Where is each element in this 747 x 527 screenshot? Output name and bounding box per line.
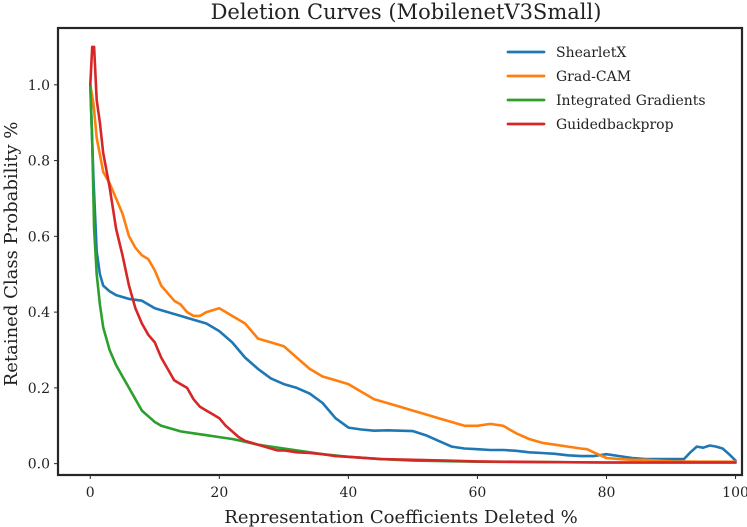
series-lines <box>89 45 737 464</box>
plot-frame <box>56 26 744 477</box>
y-tick-label: 0.2 <box>28 381 50 397</box>
x-tick-label: 100 <box>722 485 747 501</box>
series-line-grad-cam <box>89 83 737 464</box>
axes: 0 20 40 60 80 100 0.0 0.2 0.4 0.6 0.8 1.0 <box>28 26 747 501</box>
legend-label-grad-cam: Grad-CAM <box>556 69 631 85</box>
x-tick-label: 80 <box>598 485 616 501</box>
y-tick-label: 0.8 <box>28 154 50 170</box>
x-tick-label: 40 <box>339 485 357 501</box>
legend-label-shearletx: ShearletX <box>556 45 626 61</box>
y-tick-label: 0.0 <box>28 457 50 473</box>
chart-title: Deletion Curves (MobilenetV3Small) <box>211 0 602 24</box>
y-axis-label: Retained Class Probability % <box>1 122 22 387</box>
legend-label-integrated-gradients: Integrated Gradients <box>556 93 706 109</box>
x-tick-label: 0 <box>86 485 95 501</box>
x-tick-label: 60 <box>469 485 487 501</box>
x-axis-label: Representation Coefficients Deleted % <box>224 507 577 527</box>
y-tick-label: 1.0 <box>28 78 50 94</box>
x-tick-label: 20 <box>210 485 228 501</box>
y-tick-label: 0.4 <box>28 305 50 321</box>
legend-label-guidedbackprop: Guidedbackprop <box>556 117 674 133</box>
series-line-shearletx <box>89 83 737 462</box>
series-line-guidedbackprop <box>89 45 737 464</box>
y-tick-label: 0.6 <box>28 229 50 245</box>
legend: ShearletX Grad-CAM Integrated Gradients Gui… <box>506 45 706 133</box>
series-line-integrated-gradients <box>89 83 737 464</box>
